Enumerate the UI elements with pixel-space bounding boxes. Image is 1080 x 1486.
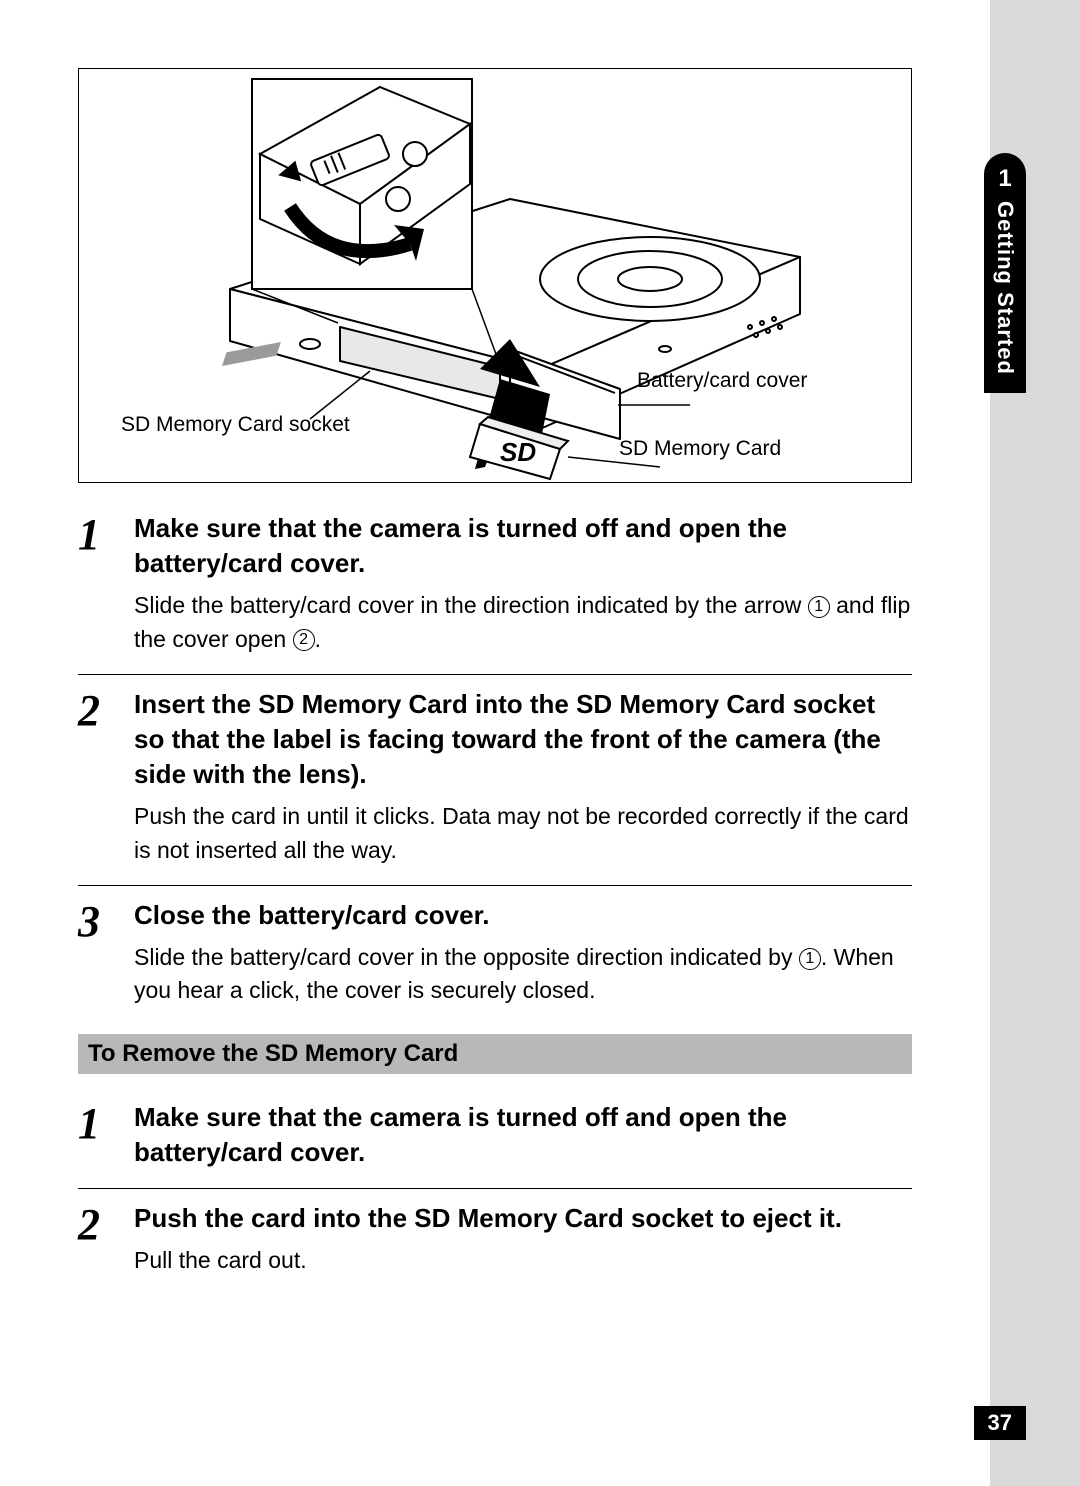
chapter-number: 1 <box>998 165 1011 193</box>
section-header: To Remove the SD Memory Card <box>78 1034 912 1074</box>
page: PENTAX SD <box>0 0 990 1486</box>
step: 2 Insert the SD Memory Card into the SD … <box>78 674 912 875</box>
step-title: Make sure that the camera is turned off … <box>134 1100 912 1170</box>
diagram-label-socket: SD Memory Card socket <box>121 413 350 437</box>
step-title: Insert the SD Memory Card into the SD Me… <box>134 687 912 792</box>
step: 1 Make sure that the camera is turned of… <box>78 1100 912 1178</box>
step-title: Push the card into the SD Memory Card so… <box>134 1201 912 1236</box>
svg-text:1: 1 <box>411 147 420 164</box>
step-desc: Pull the card out. <box>134 1244 912 1277</box>
page-number: 37 <box>974 1406 1026 1440</box>
diagram: PENTAX SD <box>78 68 912 483</box>
svg-text:2: 2 <box>394 192 403 209</box>
chapter-label: Getting Started <box>992 201 1018 375</box>
step-number: 2 <box>78 687 134 875</box>
step-desc: Slide the battery/card cover in the oppo… <box>134 941 912 1008</box>
chapter-tab: 1 Getting Started <box>984 153 1026 393</box>
step: 2 Push the card into the SD Memory Card … <box>78 1188 912 1285</box>
diagram-label-card: SD Memory Card <box>619 437 781 461</box>
step: 3 Close the battery/card cover. Slide th… <box>78 885 912 1016</box>
step-title: Close the battery/card cover. <box>134 898 912 933</box>
step-desc: Push the card in until it clicks. Data m… <box>134 800 912 867</box>
steps-remove: 1 Make sure that the camera is turned of… <box>78 1100 912 1286</box>
step-number: 1 <box>78 511 134 664</box>
step-number: 3 <box>78 898 134 1016</box>
steps-install: 1 Make sure that the camera is turned of… <box>78 511 912 1016</box>
step-number: 1 <box>78 1100 134 1178</box>
step-desc: Slide the battery/card cover in the dire… <box>134 589 912 656</box>
step-number: 2 <box>78 1201 134 1285</box>
diagram-label-cover: Battery/card cover <box>637 369 807 393</box>
svg-text:SD: SD <box>500 437 536 467</box>
step: 1 Make sure that the camera is turned of… <box>78 511 912 664</box>
step-title: Make sure that the camera is turned off … <box>134 511 912 581</box>
